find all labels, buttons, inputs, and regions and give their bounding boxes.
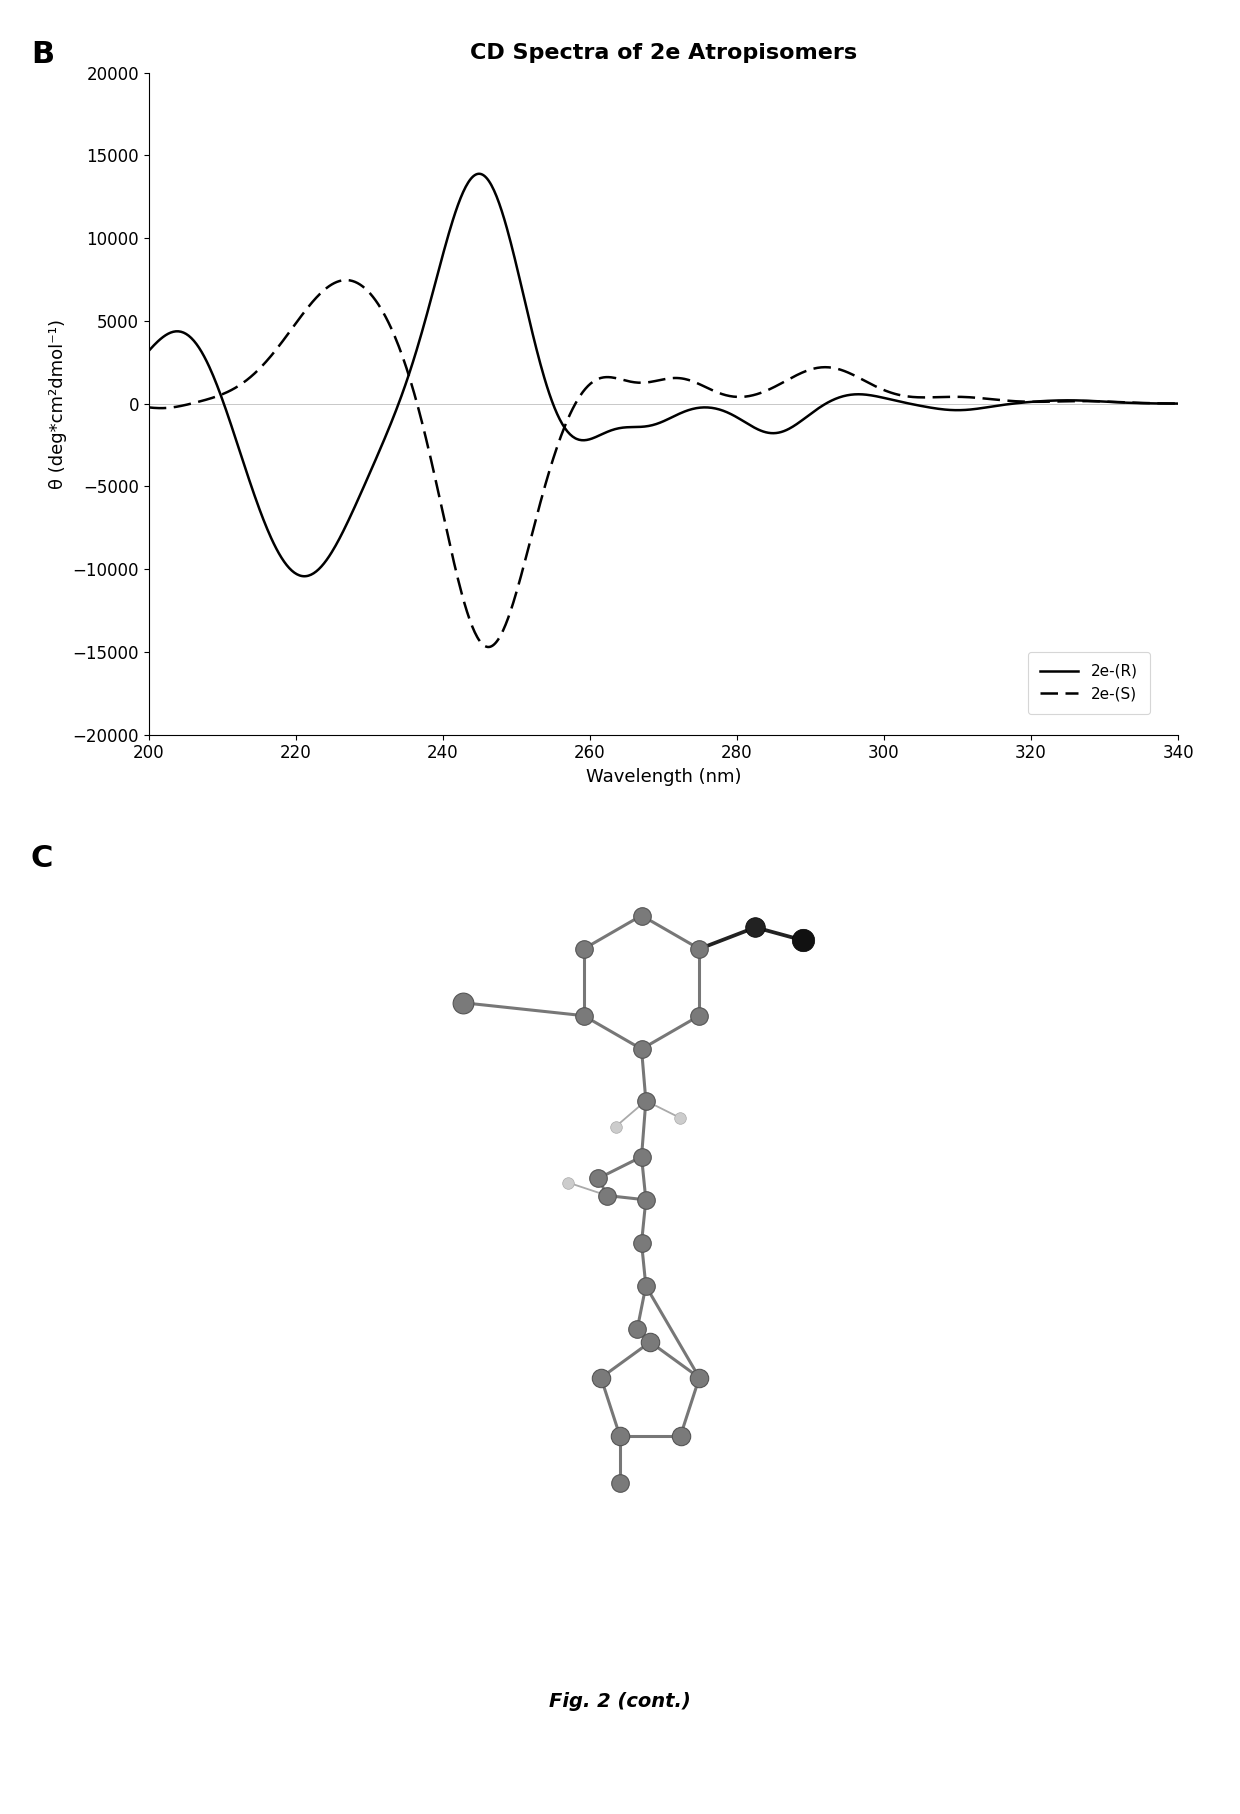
Point xyxy=(671,1103,691,1132)
Point xyxy=(558,1168,578,1197)
Line: 2e-(R): 2e-(R) xyxy=(149,174,1178,577)
Point xyxy=(640,1328,660,1357)
Line: 2e-(S): 2e-(S) xyxy=(149,279,1178,648)
Point xyxy=(689,1001,709,1030)
Y-axis label: θ (deg*cm²dmol⁻¹): θ (deg*cm²dmol⁻¹) xyxy=(50,319,67,488)
2e-(S) xyxy=(1030,392,1045,414)
Point xyxy=(792,925,812,954)
Point xyxy=(631,1034,651,1063)
Point xyxy=(610,1468,630,1497)
Point xyxy=(598,1181,618,1210)
2e-(S) xyxy=(141,397,156,419)
2e-(R) xyxy=(205,361,219,383)
2e-(S) xyxy=(800,359,815,381)
Text: Fig. 2 (cont.): Fig. 2 (cont.) xyxy=(549,1692,691,1711)
Point xyxy=(671,1420,691,1449)
2e-(S) xyxy=(339,268,353,290)
2e-(R) xyxy=(742,414,756,435)
2e-(S) xyxy=(769,375,784,397)
Legend: 2e-(R), 2e-(S): 2e-(R), 2e-(S) xyxy=(1028,651,1149,713)
Point xyxy=(745,912,765,941)
Text: C: C xyxy=(31,844,53,873)
Point xyxy=(689,934,709,963)
Point xyxy=(574,1001,594,1030)
2e-(R) xyxy=(471,163,486,185)
Point xyxy=(589,1165,609,1194)
Title: CD Spectra of 2e Atropisomers: CD Spectra of 2e Atropisomers xyxy=(470,44,857,63)
2e-(S) xyxy=(205,386,219,408)
2e-(S) xyxy=(925,386,940,408)
2e-(R) xyxy=(925,397,940,419)
Point xyxy=(610,1420,630,1449)
2e-(S) xyxy=(481,637,496,658)
Text: B: B xyxy=(31,40,55,69)
Point xyxy=(631,1228,651,1257)
Point xyxy=(574,934,594,963)
Point xyxy=(591,1364,611,1393)
2e-(R) xyxy=(1171,392,1185,414)
Point xyxy=(453,989,472,1018)
2e-(S) xyxy=(1171,392,1185,414)
Point xyxy=(636,1272,656,1301)
2e-(R) xyxy=(298,566,312,588)
Point xyxy=(636,1185,656,1214)
2e-(R) xyxy=(141,339,156,361)
2e-(R) xyxy=(800,406,815,428)
2e-(S) xyxy=(742,385,756,406)
Point xyxy=(631,1143,651,1172)
Point xyxy=(689,1364,709,1393)
X-axis label: Wavelength (nm): Wavelength (nm) xyxy=(585,767,742,785)
Point xyxy=(627,1315,647,1344)
2e-(R) xyxy=(769,423,784,444)
Point xyxy=(606,1112,626,1141)
Point xyxy=(631,902,651,931)
Point xyxy=(636,1087,656,1116)
2e-(R) xyxy=(1030,390,1045,412)
